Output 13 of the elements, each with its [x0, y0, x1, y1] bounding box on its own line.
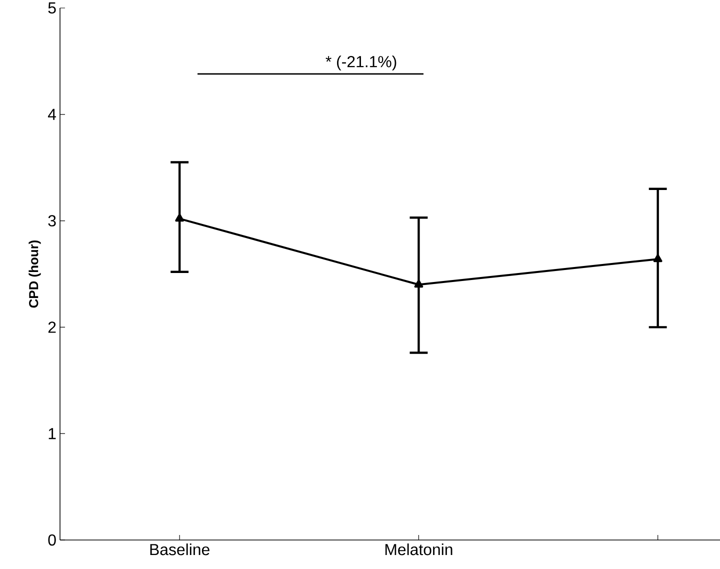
- y-tick-label: 0: [48, 534, 56, 546]
- y-tick-label: 1: [48, 428, 56, 440]
- x-tick-label: Baseline: [150, 544, 210, 556]
- y-tick-label: 4: [48, 108, 56, 120]
- y-axis-title: CPD (hour): [28, 240, 41, 308]
- y-tick-label: 3: [48, 215, 56, 226]
- point: [414, 280, 424, 288]
- x-tick-label: Melatonin: [385, 544, 452, 556]
- annotation: * (-21.1%): [326, 56, 396, 70]
- y-tick-label: 5: [48, 2, 56, 14]
- point: [175, 214, 184, 222]
- y-tick-label: 2: [48, 322, 56, 333]
- point: [653, 254, 662, 262]
